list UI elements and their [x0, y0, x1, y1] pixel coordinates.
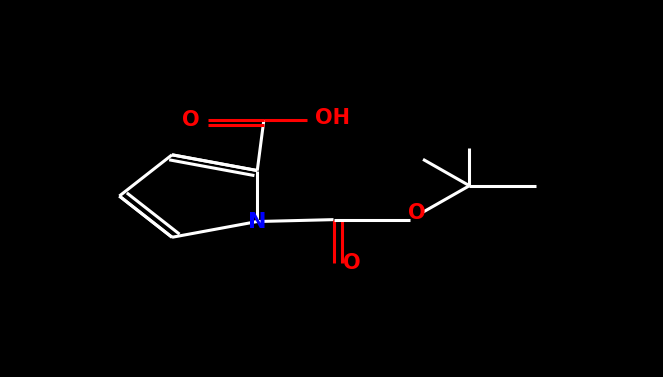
Text: O: O	[408, 203, 425, 223]
Text: OH: OH	[315, 108, 349, 128]
Text: O: O	[182, 110, 200, 130]
Text: N: N	[248, 211, 267, 231]
Text: O: O	[343, 253, 361, 273]
